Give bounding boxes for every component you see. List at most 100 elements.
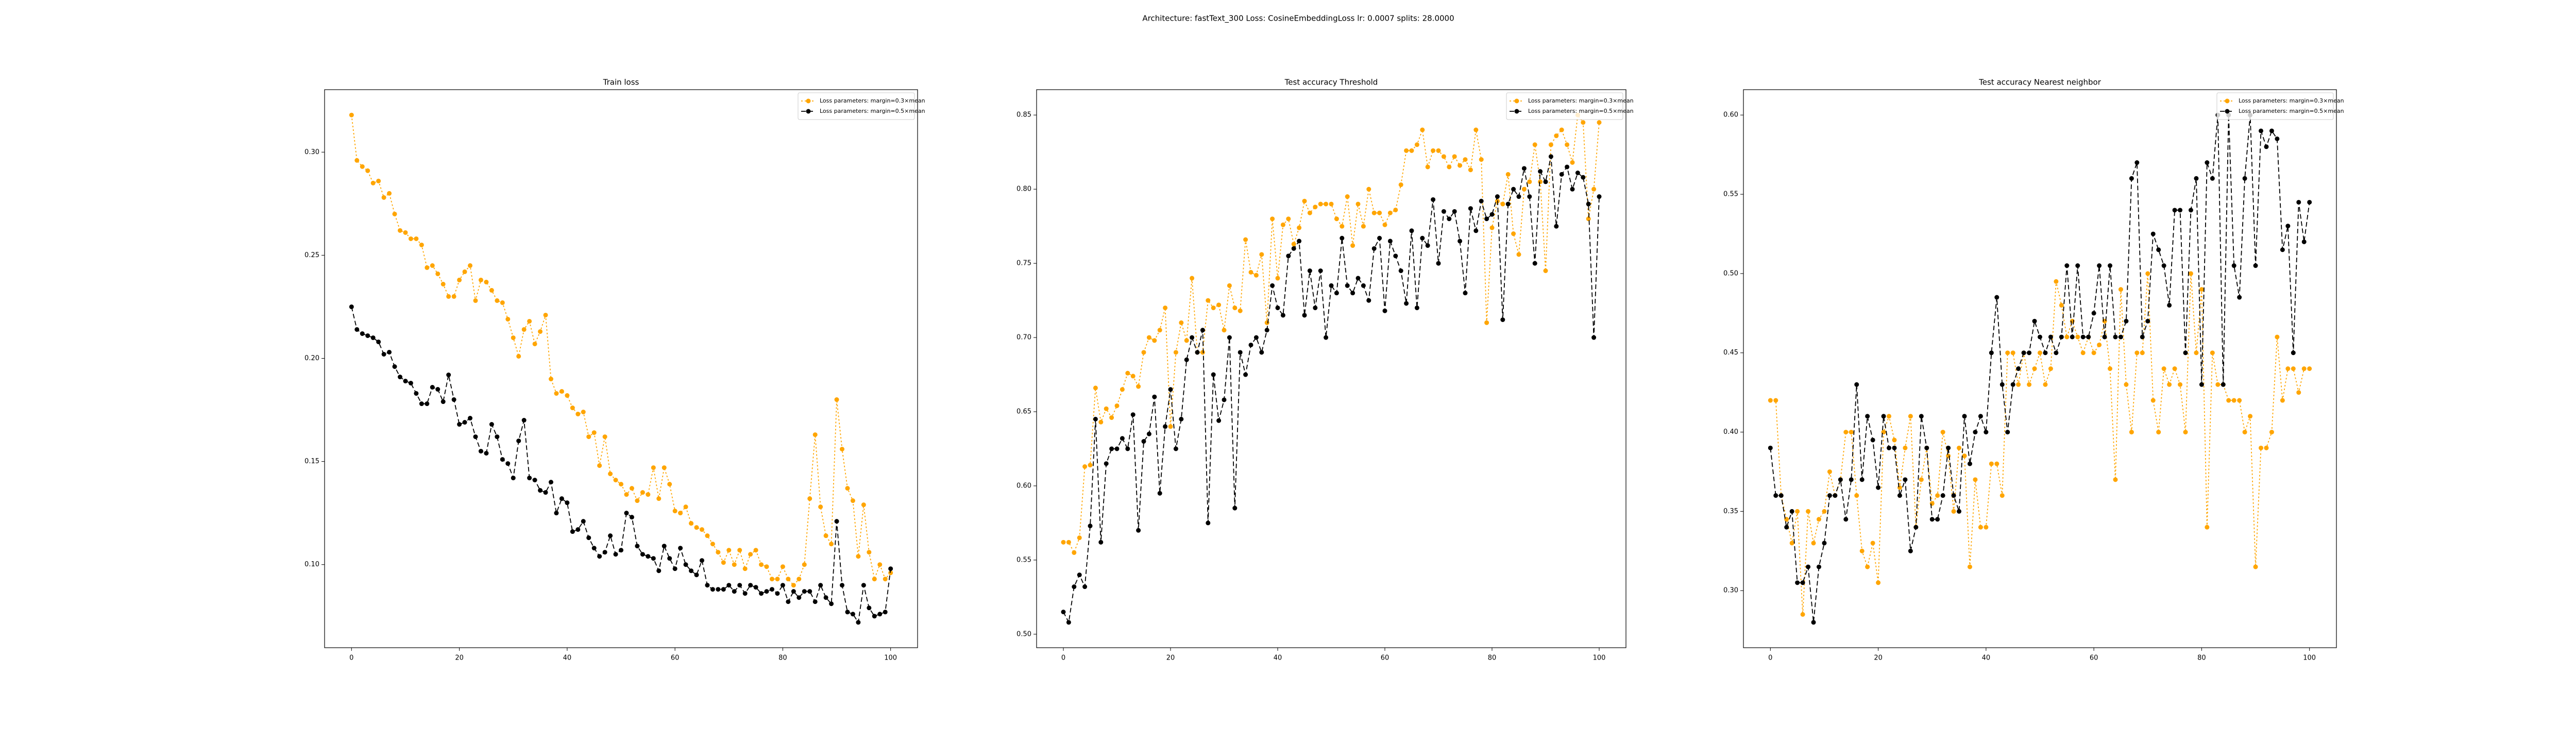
data-point	[640, 552, 645, 557]
data-point	[1313, 305, 1318, 310]
data-point	[624, 492, 629, 497]
data-point	[1409, 228, 1414, 233]
legend-marker	[2225, 98, 2230, 104]
data-point	[575, 527, 581, 532]
data-point	[1800, 580, 1805, 585]
data-point	[1072, 584, 1077, 589]
data-point	[721, 587, 726, 592]
data-point	[1816, 564, 1821, 569]
data-point	[543, 490, 548, 495]
data-point	[1548, 142, 1553, 147]
data-point	[1591, 335, 1597, 340]
data-point	[425, 265, 430, 270]
data-point	[473, 434, 478, 440]
data-point	[511, 335, 516, 340]
data-point	[829, 601, 834, 606]
data-point	[1302, 198, 1307, 204]
y-tick-label: 0.65	[1016, 408, 1031, 415]
data-point	[2032, 318, 2037, 324]
data-point	[1136, 528, 1141, 533]
data-point	[2118, 334, 2123, 340]
y-tick-label: 0.15	[304, 458, 319, 465]
data-point	[1184, 338, 1189, 343]
data-point	[883, 610, 888, 615]
data-point	[408, 236, 413, 241]
data-point	[2010, 382, 2015, 387]
data-point	[2280, 398, 2285, 403]
data-point	[1152, 394, 1157, 399]
data-point	[581, 519, 586, 524]
data-point	[1093, 416, 1098, 421]
data-point	[1897, 485, 1902, 490]
data-point	[608, 471, 613, 477]
x-tick-label: 80	[1488, 654, 1497, 662]
axes-title: Test accuracy Threshold	[1284, 78, 1378, 87]
data-point	[667, 482, 672, 487]
data-point	[1168, 387, 1173, 392]
data-point	[742, 591, 748, 596]
data-point	[1061, 539, 1066, 545]
data-point	[1800, 612, 1805, 617]
data-point	[807, 589, 812, 594]
data-point	[807, 496, 812, 501]
data-point	[1393, 254, 1398, 259]
data-point	[2237, 398, 2242, 403]
data-point	[1543, 268, 1548, 273]
data-point	[376, 339, 381, 344]
data-point	[2059, 302, 2064, 308]
data-point	[521, 418, 527, 423]
data-point	[1484, 320, 1489, 325]
data-point	[791, 589, 796, 594]
data-point	[1130, 374, 1136, 379]
data-point	[1548, 154, 1553, 159]
data-point	[2032, 366, 2037, 371]
data-point	[376, 178, 381, 183]
data-point	[1307, 210, 1312, 215]
data-point	[818, 504, 823, 510]
data-point	[2307, 199, 2312, 205]
data-point	[2161, 366, 2166, 371]
data-point	[468, 263, 473, 268]
data-point	[2075, 263, 2080, 268]
data-point	[802, 562, 807, 567]
x-tick-label: 20	[455, 654, 464, 662]
legend-marker	[806, 109, 811, 114]
data-point	[613, 552, 618, 557]
data-point	[2156, 430, 2161, 435]
data-point	[2021, 350, 2026, 356]
data-point	[2054, 279, 2059, 284]
data-point	[1163, 424, 1168, 429]
data-point	[834, 397, 839, 402]
data-point	[1473, 127, 1479, 132]
data-point	[1441, 154, 1446, 159]
data-point	[1248, 269, 1253, 275]
data-point	[877, 612, 883, 617]
data-point	[1458, 163, 1463, 168]
data-point	[2167, 302, 2172, 308]
data-point	[2259, 128, 2264, 133]
data-point	[2253, 263, 2258, 268]
data-point	[1350, 243, 1355, 248]
data-point	[2269, 128, 2274, 133]
legend-label: Loss parameters: margin=0.5×mean	[2239, 108, 2344, 114]
data-point	[1275, 276, 1280, 281]
data-point	[1447, 216, 1452, 222]
data-point	[2210, 350, 2215, 356]
data-point	[1329, 283, 1334, 288]
data-point	[548, 377, 553, 382]
data-point	[1275, 305, 1280, 310]
data-point	[1849, 430, 1854, 435]
data-point	[1195, 350, 1200, 355]
data-point	[1806, 564, 1811, 569]
data-point	[1881, 414, 1886, 419]
data-point	[840, 447, 845, 452]
data-point	[823, 533, 828, 538]
data-point	[1554, 133, 1559, 139]
data-point	[635, 544, 640, 549]
data-point	[2091, 350, 2096, 356]
data-point	[726, 583, 732, 588]
data-point	[392, 211, 397, 216]
data-point	[2178, 208, 2183, 213]
y-tick-label: 0.50	[1723, 269, 1738, 277]
